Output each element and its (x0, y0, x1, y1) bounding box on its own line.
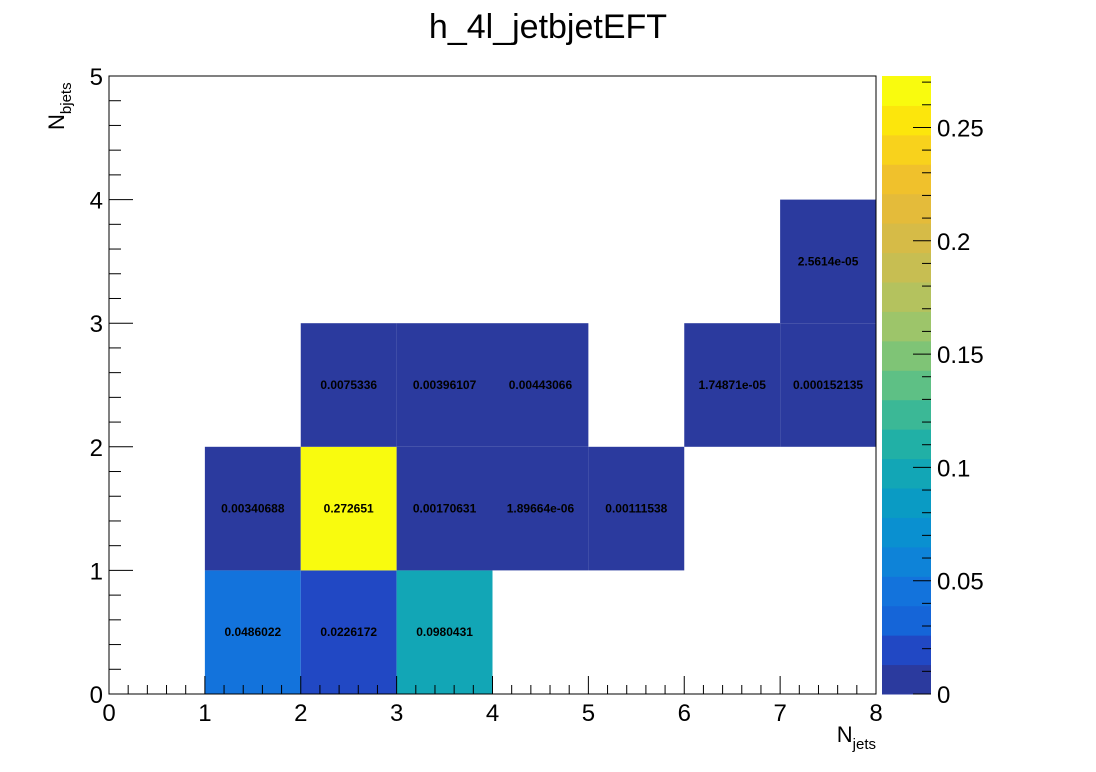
y-tick-label: 1 (90, 558, 103, 585)
color-scale-segment (882, 311, 931, 342)
x-tick-label: 8 (869, 700, 882, 727)
x-axis-label-sub: jets (852, 736, 876, 753)
heatmap-cell (684, 323, 781, 447)
heatmap-cell (300, 446, 397, 571)
color-scale-tick-label: 0.1 (937, 455, 970, 482)
heatmap-cell (396, 446, 493, 571)
color-scale-segment (882, 664, 931, 695)
heatmap-cell (492, 446, 589, 571)
y-axis-label-sub: bjets (58, 82, 75, 114)
x-tick-label: 3 (390, 700, 403, 727)
cell-value-label: 0.0486022 (224, 625, 281, 639)
color-scale-segment (882, 193, 931, 224)
heatmap-cell (492, 323, 589, 447)
color-scale-segment (882, 605, 931, 636)
y-tick-label: 4 (90, 188, 103, 215)
y-tick-label: 2 (90, 435, 103, 462)
cell-value-label: 2.5614e-05 (798, 254, 859, 268)
x-tick-label: 1 (198, 700, 211, 727)
x-axis: 0 1 2 3 4 5 6 7 8 (102, 676, 883, 727)
heatmap-cell-labels: 0.0486022 0.0226172 0.0980431 0.00340688 0.2… (221, 254, 863, 639)
y-axis-label: Nbjets (44, 82, 75, 130)
heatmap-cell (780, 323, 876, 447)
x-tick-label: 5 (582, 700, 595, 727)
heatmap-cell (396, 570, 493, 694)
x-axis-label-main: N (837, 722, 853, 747)
heatmap-cell (780, 199, 876, 324)
y-axis: 0 1 2 3 4 5 (90, 64, 133, 709)
cell-value-label: 0.000152135 (793, 378, 863, 392)
color-scale-segment (882, 635, 931, 666)
y-tick-label: 3 (90, 311, 103, 338)
heatmap-cell (396, 323, 493, 447)
color-scale-segment (882, 488, 931, 518)
color-scale-segment (882, 370, 931, 401)
x-tick-label: 4 (486, 700, 499, 727)
color-scale-segment (882, 164, 931, 195)
chart-title: h_4l_jetbjetEFT (429, 8, 667, 46)
cell-value-label: 0.00340688 (221, 502, 285, 516)
color-scale-segment (882, 252, 931, 283)
color-scale-tick-label: 0.2 (937, 229, 970, 256)
color-scale-segment (882, 223, 931, 254)
cell-value-label: 1.89664e-06 (507, 502, 575, 516)
heatmap-cell (204, 570, 301, 694)
heatmap-cell (204, 446, 301, 571)
cell-value-label: 0.00170631 (413, 502, 477, 516)
cell-value-label: 0.00396107 (413, 378, 477, 392)
x-tick-label: 2 (294, 700, 307, 727)
color-scale-tick-label: 0 (937, 682, 950, 709)
y-tick-label: 5 (90, 64, 103, 91)
color-scale-segment (882, 576, 931, 607)
color-scale-segment (882, 399, 931, 430)
cell-value-label: 0.0980431 (416, 625, 473, 639)
heatmap-cell (300, 570, 397, 694)
color-scale-segment (882, 282, 931, 312)
cell-value-label: 0.00443066 (509, 378, 573, 392)
heatmap-cell (300, 323, 397, 447)
cell-value-label: 0.00111538 (605, 502, 667, 516)
heatmap-cell (588, 446, 685, 571)
color-scale-segment (882, 76, 931, 106)
color-scale-segment (882, 546, 931, 577)
cell-value-label: 0.272651 (324, 502, 374, 516)
cell-value-label: 1.74871e-05 (698, 378, 766, 392)
color-scale-tick-label: 0.25 (937, 115, 984, 142)
color-scale-segment (882, 429, 931, 460)
color-scale-bar: 0 0.05 0.1 0.15 0.2 0.25 (882, 76, 984, 709)
color-scale-segment (882, 458, 931, 489)
y-tick-label: 0 (90, 682, 103, 709)
cell-value-label: 0.0226172 (320, 625, 377, 639)
heatmap-cells (204, 199, 876, 694)
x-tick-label: 0 (102, 700, 115, 727)
color-scale-tick-label: 0.15 (937, 342, 984, 369)
y-axis-label-main: N (44, 114, 69, 130)
color-scale-tick-label: 0.05 (937, 569, 984, 596)
color-scale-segment (882, 517, 931, 548)
x-tick-label: 7 (773, 700, 786, 727)
cell-value-label: 0.0075336 (320, 378, 377, 392)
x-tick-label: 6 (678, 700, 691, 727)
x-axis-label: Njets (837, 722, 876, 753)
color-scale-segment (882, 105, 931, 136)
color-scale-segment (882, 340, 931, 371)
